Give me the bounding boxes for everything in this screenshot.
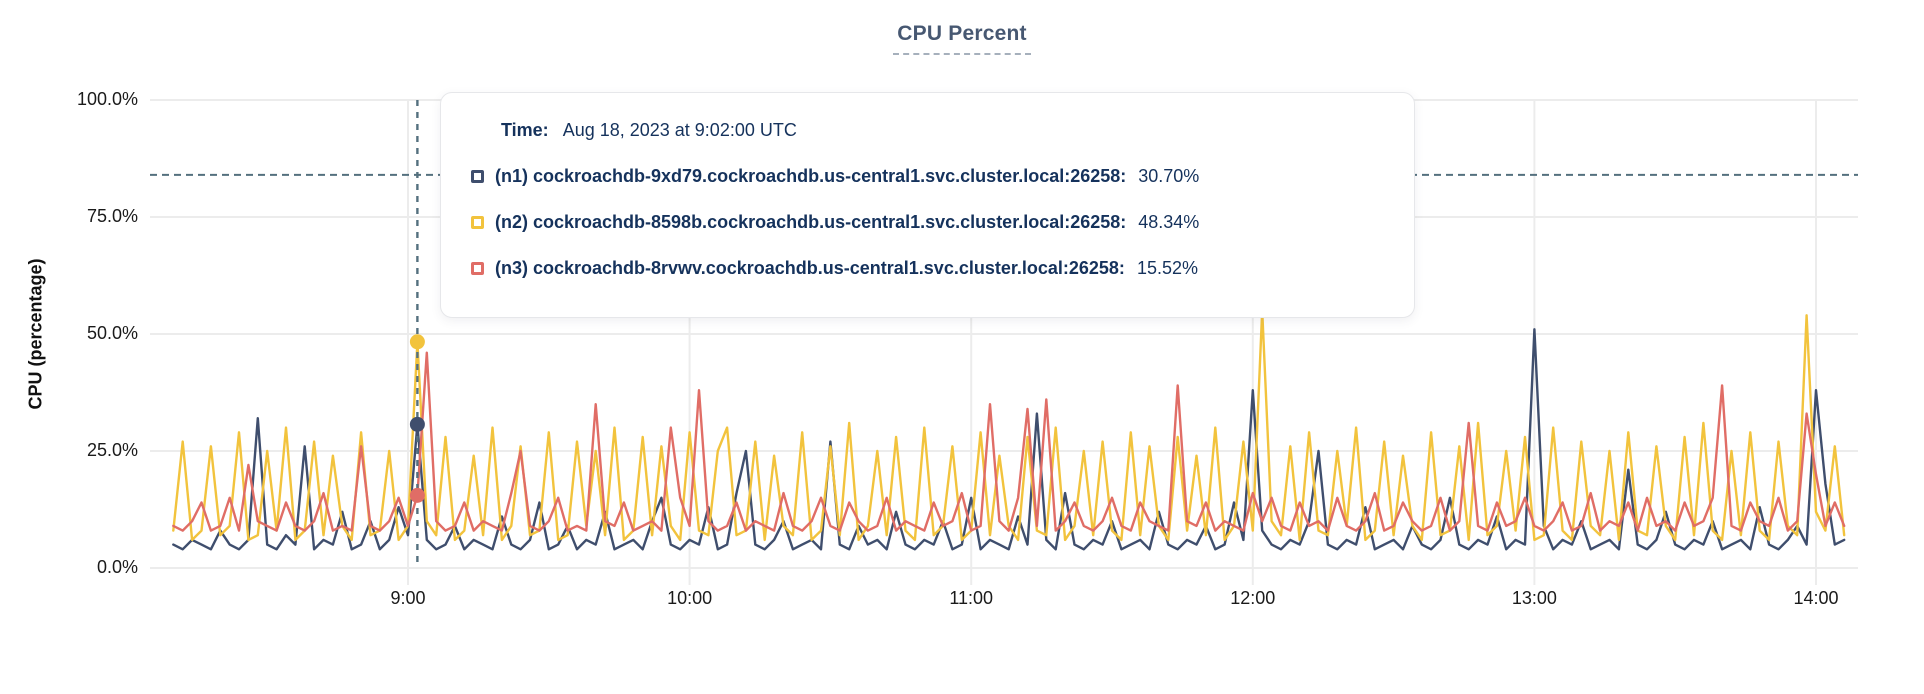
- y-tick-label: 25.0%: [86, 440, 138, 460]
- x-tick-label: 9:00: [390, 588, 426, 608]
- x-tick-label: 11:00: [949, 588, 994, 608]
- y-tick-label: 100.0%: [76, 89, 138, 109]
- chart-title[interactable]: CPU Percent: [893, 22, 1031, 55]
- series-value-n2: 48.34%: [1138, 212, 1200, 232]
- y-tick-label: 50.0%: [86, 323, 138, 343]
- x-tick-label: 10:00: [667, 588, 713, 608]
- tooltip-time-row: Time: Aug 18, 2023 at 9:02:00 UTC: [501, 120, 1414, 141]
- hover-dot-n1: [409, 416, 425, 432]
- chart-hover-tooltip: Time: Aug 18, 2023 at 9:02:00 UTC (n1) c…: [440, 92, 1415, 318]
- series-swatch-n2-icon: [471, 216, 484, 229]
- x-tick-label: 13:00: [1511, 588, 1557, 608]
- tooltip-time-label: Time:: [501, 120, 549, 140]
- x-tick-label: 14:00: [1793, 588, 1839, 608]
- hover-dot-n3: [409, 487, 425, 503]
- tooltip-time-value: Aug 18, 2023 at 9:02:00 UTC: [562, 120, 797, 140]
- y-tick-label: 0.0%: [96, 557, 138, 577]
- chart-title-wrap: CPU Percent: [0, 22, 1924, 55]
- series-line-n2: [172, 309, 1846, 542]
- x-tick-label: 12:00: [1230, 588, 1276, 608]
- series-line-n1: [172, 328, 1846, 551]
- y-tick-label: 75.0%: [86, 206, 138, 226]
- series-label-n1: (n1) cockroachdb-9xd79.cockroachdb.us-ce…: [495, 166, 1127, 186]
- series-line-n3: [172, 351, 1846, 532]
- series-value-n3: 15.52%: [1136, 258, 1198, 278]
- series-value-n1: 30.70%: [1138, 166, 1200, 186]
- hover-dot-n2: [409, 334, 425, 350]
- series-label-n3: (n3) cockroachdb-8rvwv.cockroachdb.us-ce…: [495, 258, 1125, 278]
- series-swatch-n1-icon: [471, 170, 484, 183]
- series-swatch-n3-icon: [471, 262, 484, 275]
- tooltip-series-row-n2: (n2) cockroachdb-8598b.cockroachdb.us-ce…: [471, 212, 1414, 233]
- series-label-n2: (n2) cockroachdb-8598b.cockroachdb.us-ce…: [495, 212, 1127, 232]
- tooltip-series-row-n3: (n3) cockroachdb-8rvwv.cockroachdb.us-ce…: [471, 258, 1414, 279]
- tooltip-series-row-n1: (n1) cockroachdb-9xd79.cockroachdb.us-ce…: [471, 166, 1414, 187]
